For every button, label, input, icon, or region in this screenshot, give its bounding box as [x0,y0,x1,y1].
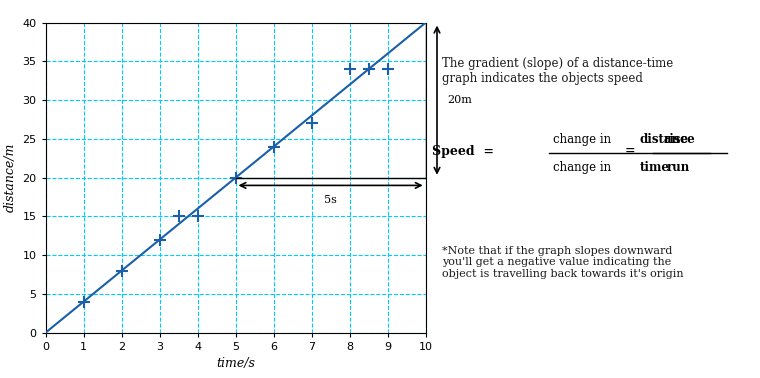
X-axis label: time/s: time/s [216,357,255,370]
Text: =: = [624,145,635,158]
Text: Speed  =: Speed = [432,145,494,158]
Text: *Note that if the graph slopes downward
you'll get a negative value indicating t: *Note that if the graph slopes downward … [442,246,684,279]
Text: run: run [667,161,689,174]
Text: change in: change in [553,161,615,174]
Y-axis label: distance/m: distance/m [4,143,17,212]
Text: 5s: 5s [325,195,337,205]
Text: The gradient (slope) of a distance-time
graph indicates the objects speed: The gradient (slope) of a distance-time … [442,57,673,85]
Text: 20m: 20m [448,95,473,105]
Text: time: time [640,161,670,174]
Text: rise: rise [663,133,689,146]
Text: distance: distance [640,133,695,146]
Text: change in: change in [553,133,615,146]
